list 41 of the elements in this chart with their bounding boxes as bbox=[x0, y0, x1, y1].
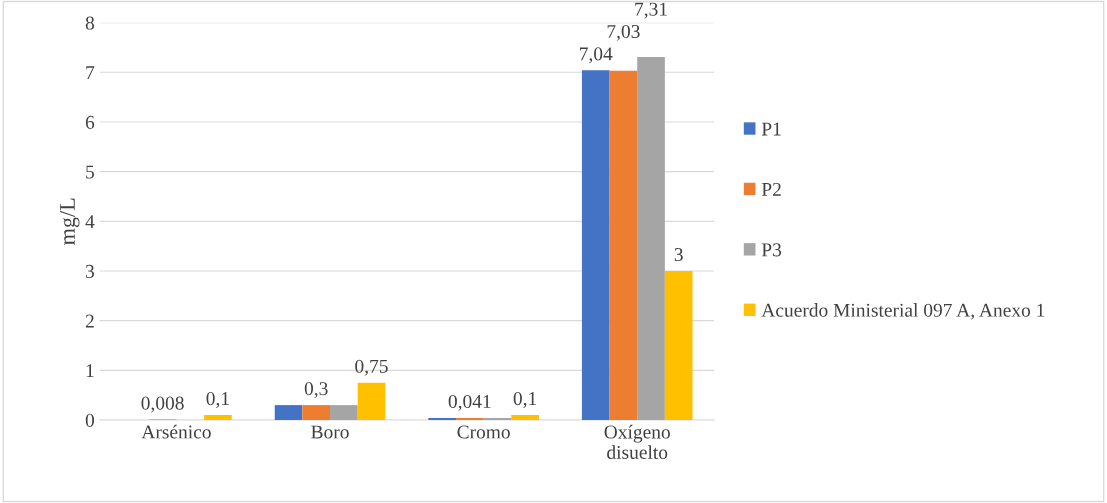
bar bbox=[428, 417, 456, 420]
bar bbox=[330, 405, 358, 420]
data-label: 3 bbox=[674, 248, 683, 262]
bar bbox=[357, 382, 386, 420]
bar bbox=[664, 270, 693, 420]
bar bbox=[511, 415, 539, 420]
bar bbox=[609, 70, 638, 420]
y-axis-title: mg/L bbox=[60, 198, 80, 245]
y-tick-label: 2 bbox=[85, 314, 94, 328]
data-label: 0,1 bbox=[513, 392, 537, 408]
data-label: 0,041 bbox=[448, 394, 491, 411]
data-label: 7,04 bbox=[580, 47, 613, 64]
bar bbox=[637, 56, 665, 420]
bar bbox=[455, 417, 484, 420]
data-label: 7,31 bbox=[635, 2, 667, 19]
data-label: 0,008 bbox=[141, 396, 184, 413]
legend-label: P1 bbox=[761, 122, 781, 136]
x-tick-label: Arsénico bbox=[141, 424, 211, 439]
y-tick-label: 7 bbox=[86, 66, 95, 80]
y-tick-label: 1 bbox=[86, 364, 94, 378]
bar bbox=[274, 405, 303, 420]
bar bbox=[581, 70, 610, 420]
data-label: 7,03 bbox=[607, 24, 640, 41]
y-tick-label: 5 bbox=[86, 165, 95, 179]
x-tick-label: Cromo bbox=[457, 425, 510, 439]
y-tick-label: 4 bbox=[85, 215, 95, 229]
data-label: 0,1 bbox=[206, 392, 229, 408]
data-label: 0,3 bbox=[304, 382, 328, 398]
y-tick-label: 3 bbox=[85, 264, 95, 278]
y-tick-label: 8 bbox=[85, 16, 95, 30]
x-tick-label: Boro bbox=[311, 425, 349, 439]
bar bbox=[204, 415, 232, 420]
bar bbox=[483, 417, 512, 420]
x-tick-label: Oxígeno disuelto bbox=[604, 424, 670, 459]
data-label: 0,75 bbox=[355, 359, 388, 376]
bar bbox=[302, 405, 331, 420]
legend-label: P3 bbox=[761, 243, 782, 257]
y-tick-label: 6 bbox=[85, 115, 95, 129]
legend-label: Acuerdo Ministerial 097 A, Anexo 1 bbox=[761, 303, 1045, 320]
legend-label: P2 bbox=[761, 182, 781, 196]
y-tick-label: 0 bbox=[85, 413, 95, 427]
